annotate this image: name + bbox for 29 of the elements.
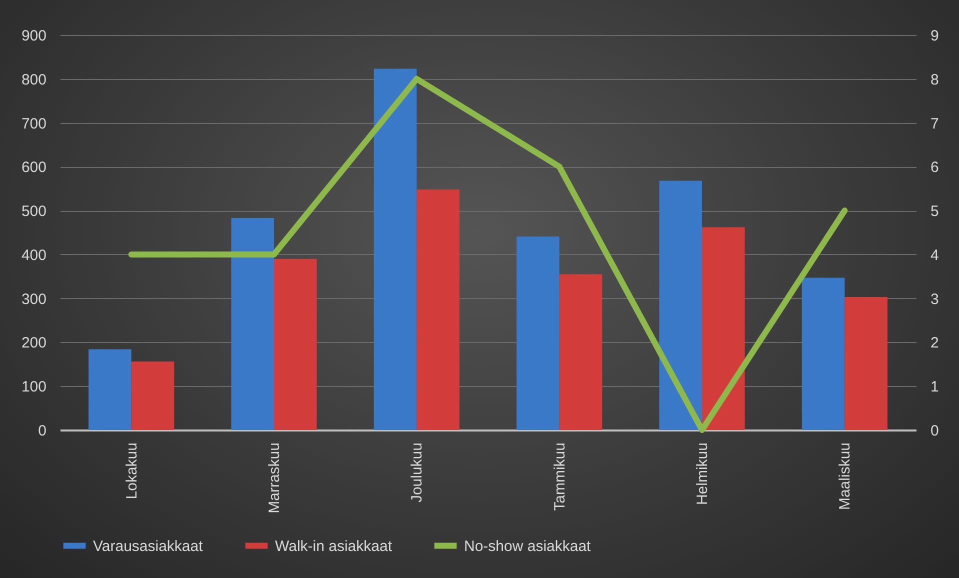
legend-label: Walk-in asiakkaat	[275, 538, 393, 555]
x-tick-label: Helmikuu	[694, 442, 711, 506]
legend-label: No-show asiakkaat	[464, 538, 592, 555]
y2-tick-label: 9	[930, 28, 939, 44]
y-tick-label: 300	[21, 290, 46, 308]
y2-tick-label: 8	[930, 71, 939, 88]
y2-tick-label: 6	[930, 159, 939, 176]
x-tick-label: Maaliskuu	[836, 442, 854, 510]
y-tick-label: 400	[21, 246, 46, 264]
y-tick-label: 0	[38, 422, 46, 440]
y-tick-label: 200	[21, 334, 46, 352]
y2-tick-label: 0	[930, 422, 939, 440]
y-tick-label: 500	[21, 203, 46, 220]
y-tick-label: 100	[21, 378, 46, 396]
y2-tick-label: 2	[930, 334, 939, 352]
x-tick-label: Tammikuu	[551, 442, 568, 511]
legend-label: Varausasiakkaat	[93, 538, 204, 555]
x-tick-label: Joulukuu	[408, 442, 426, 503]
y-tick-label: 700	[21, 115, 46, 132]
y2-tick-label: 1	[930, 378, 939, 396]
y-tick-label: 800	[21, 71, 46, 88]
y-tick-label: 600	[21, 159, 46, 176]
y2-tick-label: 4	[930, 246, 939, 264]
y2-tick-label: 5	[930, 203, 939, 220]
y2-tick-label: 7	[930, 115, 939, 132]
x-tick-label: Lokakuu	[123, 442, 140, 500]
x-tick-label: Marraskuu	[266, 442, 283, 514]
y2-tick-label: 3	[930, 290, 939, 308]
y-tick-label: 900	[21, 28, 46, 44]
